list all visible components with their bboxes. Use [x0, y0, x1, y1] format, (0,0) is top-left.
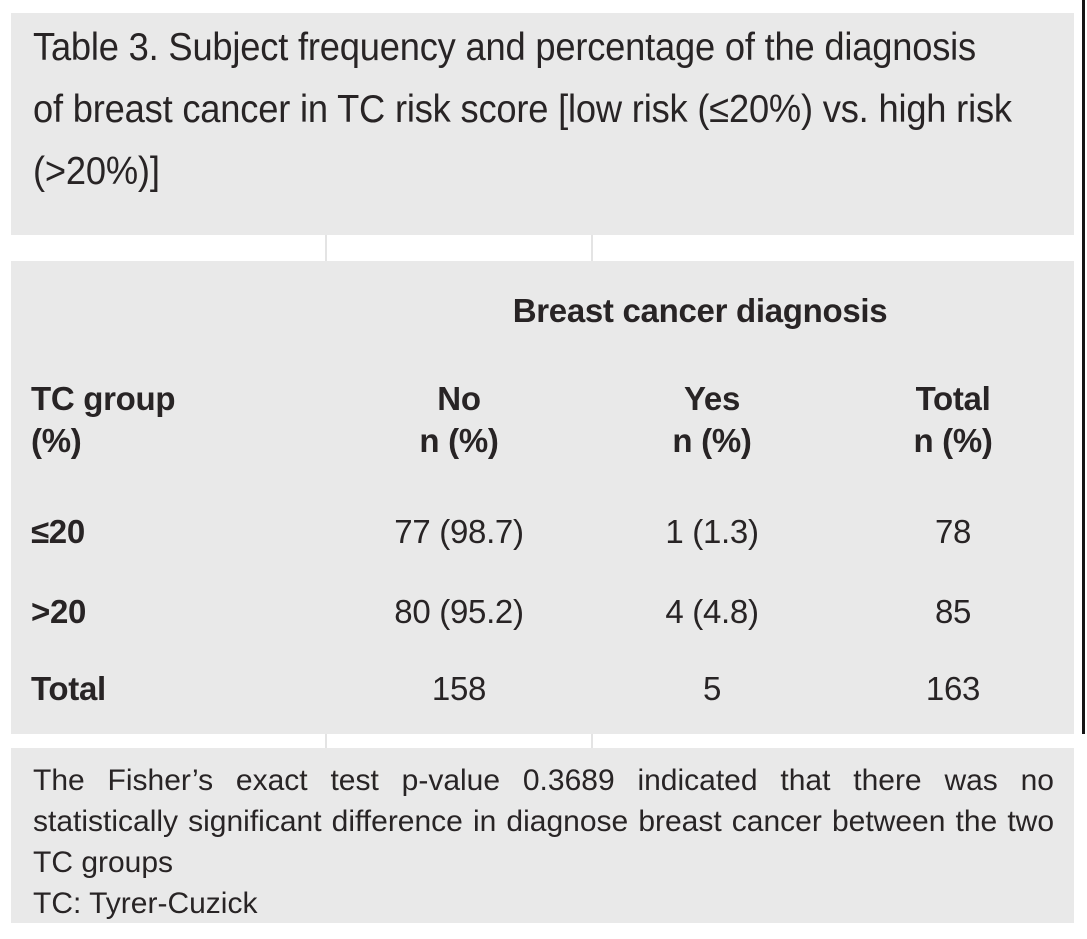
frequency-table: Breast cancer diagnosis TC group (%) No … [11, 261, 1074, 713]
col-header-line: TC group [31, 380, 176, 417]
caption-line-2: of breast cancer in TC risk score [low r… [33, 88, 1012, 131]
footnote-text: The Fisher’s exact test p-value 0.3689 i… [33, 764, 1054, 879]
cell-value: 1 (1.3) [665, 513, 759, 550]
row-label: ≤20 [31, 513, 85, 550]
col-header-line: n (%) [419, 422, 499, 459]
col-header-tc-group: TC group (%) [11, 354, 326, 471]
col-header-line: n (%) [913, 422, 993, 459]
footnote-block: The Fisher’s exact test p-value 0.3689 i… [11, 748, 1074, 923]
col-header-no: No n (%) [326, 354, 592, 471]
col-header-line: Yes [684, 380, 740, 417]
caption-line-1: Table 3. Subject frequency and percentag… [33, 26, 976, 69]
cell-value: 163 [925, 670, 981, 707]
column-header-row: TC group (%) No n (%) Yes n (%) Total n … [11, 354, 1074, 471]
table-row-total: Total 158 5 163 [11, 636, 1074, 713]
table-body-block: Breast cancer diagnosis TC group (%) No … [11, 261, 1074, 734]
row-label: Total [31, 670, 106, 707]
empty-cell [11, 261, 326, 354]
table-row-low-risk: ≤20 77 (98.7) 1 (1.3) 78 [11, 471, 1074, 556]
group-header-breast-cancer-diagnosis: Breast cancer diagnosis [512, 292, 888, 329]
col-header-total: Total n (%) [832, 354, 1074, 471]
row-label: >20 [31, 593, 87, 630]
column-gap-line [591, 734, 593, 748]
abbreviation-note: TC: Tyrer-Cuzick [33, 887, 258, 920]
column-gap-line [591, 235, 593, 261]
cell-value: 77 (98.7) [394, 513, 524, 550]
table-caption-block: Table 3. Subject frequency and percentag… [11, 13, 1074, 235]
table-caption: Table 3. Subject frequency and percentag… [33, 17, 1075, 203]
col-header-line: (%) [31, 422, 82, 459]
table-row-high-risk: >20 80 (95.2) 4 (4.8) 85 [11, 556, 1074, 636]
cell-value: 78 [934, 513, 972, 550]
group-header-row: Breast cancer diagnosis [11, 261, 1074, 354]
column-gap-line [325, 235, 327, 261]
cell-value: 85 [934, 593, 972, 630]
cell-value: 4 (4.8) [665, 593, 759, 630]
col-header-line: Total [915, 380, 991, 417]
col-header-yes: Yes n (%) [592, 354, 832, 471]
caption-line-3: (>20%)] [33, 150, 160, 193]
column-gap-line [325, 734, 327, 748]
cell-value: 158 [431, 670, 487, 707]
col-header-line: n (%) [672, 422, 752, 459]
cell-value: 80 (95.2) [394, 593, 524, 630]
page-edge-rule [1082, 0, 1085, 734]
col-header-line: No [437, 380, 481, 417]
cell-value: 5 [702, 670, 722, 707]
